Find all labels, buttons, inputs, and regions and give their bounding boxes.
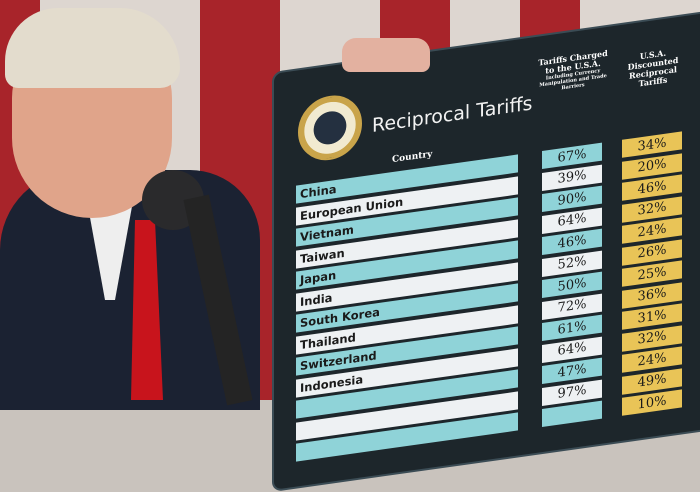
charged-header: Tariffs Charged to the U.S.A. Including … <box>536 48 610 94</box>
reciprocal-header: U.S.A. Discounted Reciprocal Tariffs <box>627 47 679 89</box>
charged-cell <box>542 400 602 428</box>
board-title: Reciprocal Tariffs <box>372 92 533 137</box>
reciprocal-cell: 10% <box>622 389 682 416</box>
tariff-board: Reciprocal Tariffs Country Tariffs Charg… <box>272 10 700 492</box>
country-header: Country <box>392 149 433 166</box>
hand <box>342 38 430 72</box>
presidential-seal-icon <box>298 91 362 165</box>
